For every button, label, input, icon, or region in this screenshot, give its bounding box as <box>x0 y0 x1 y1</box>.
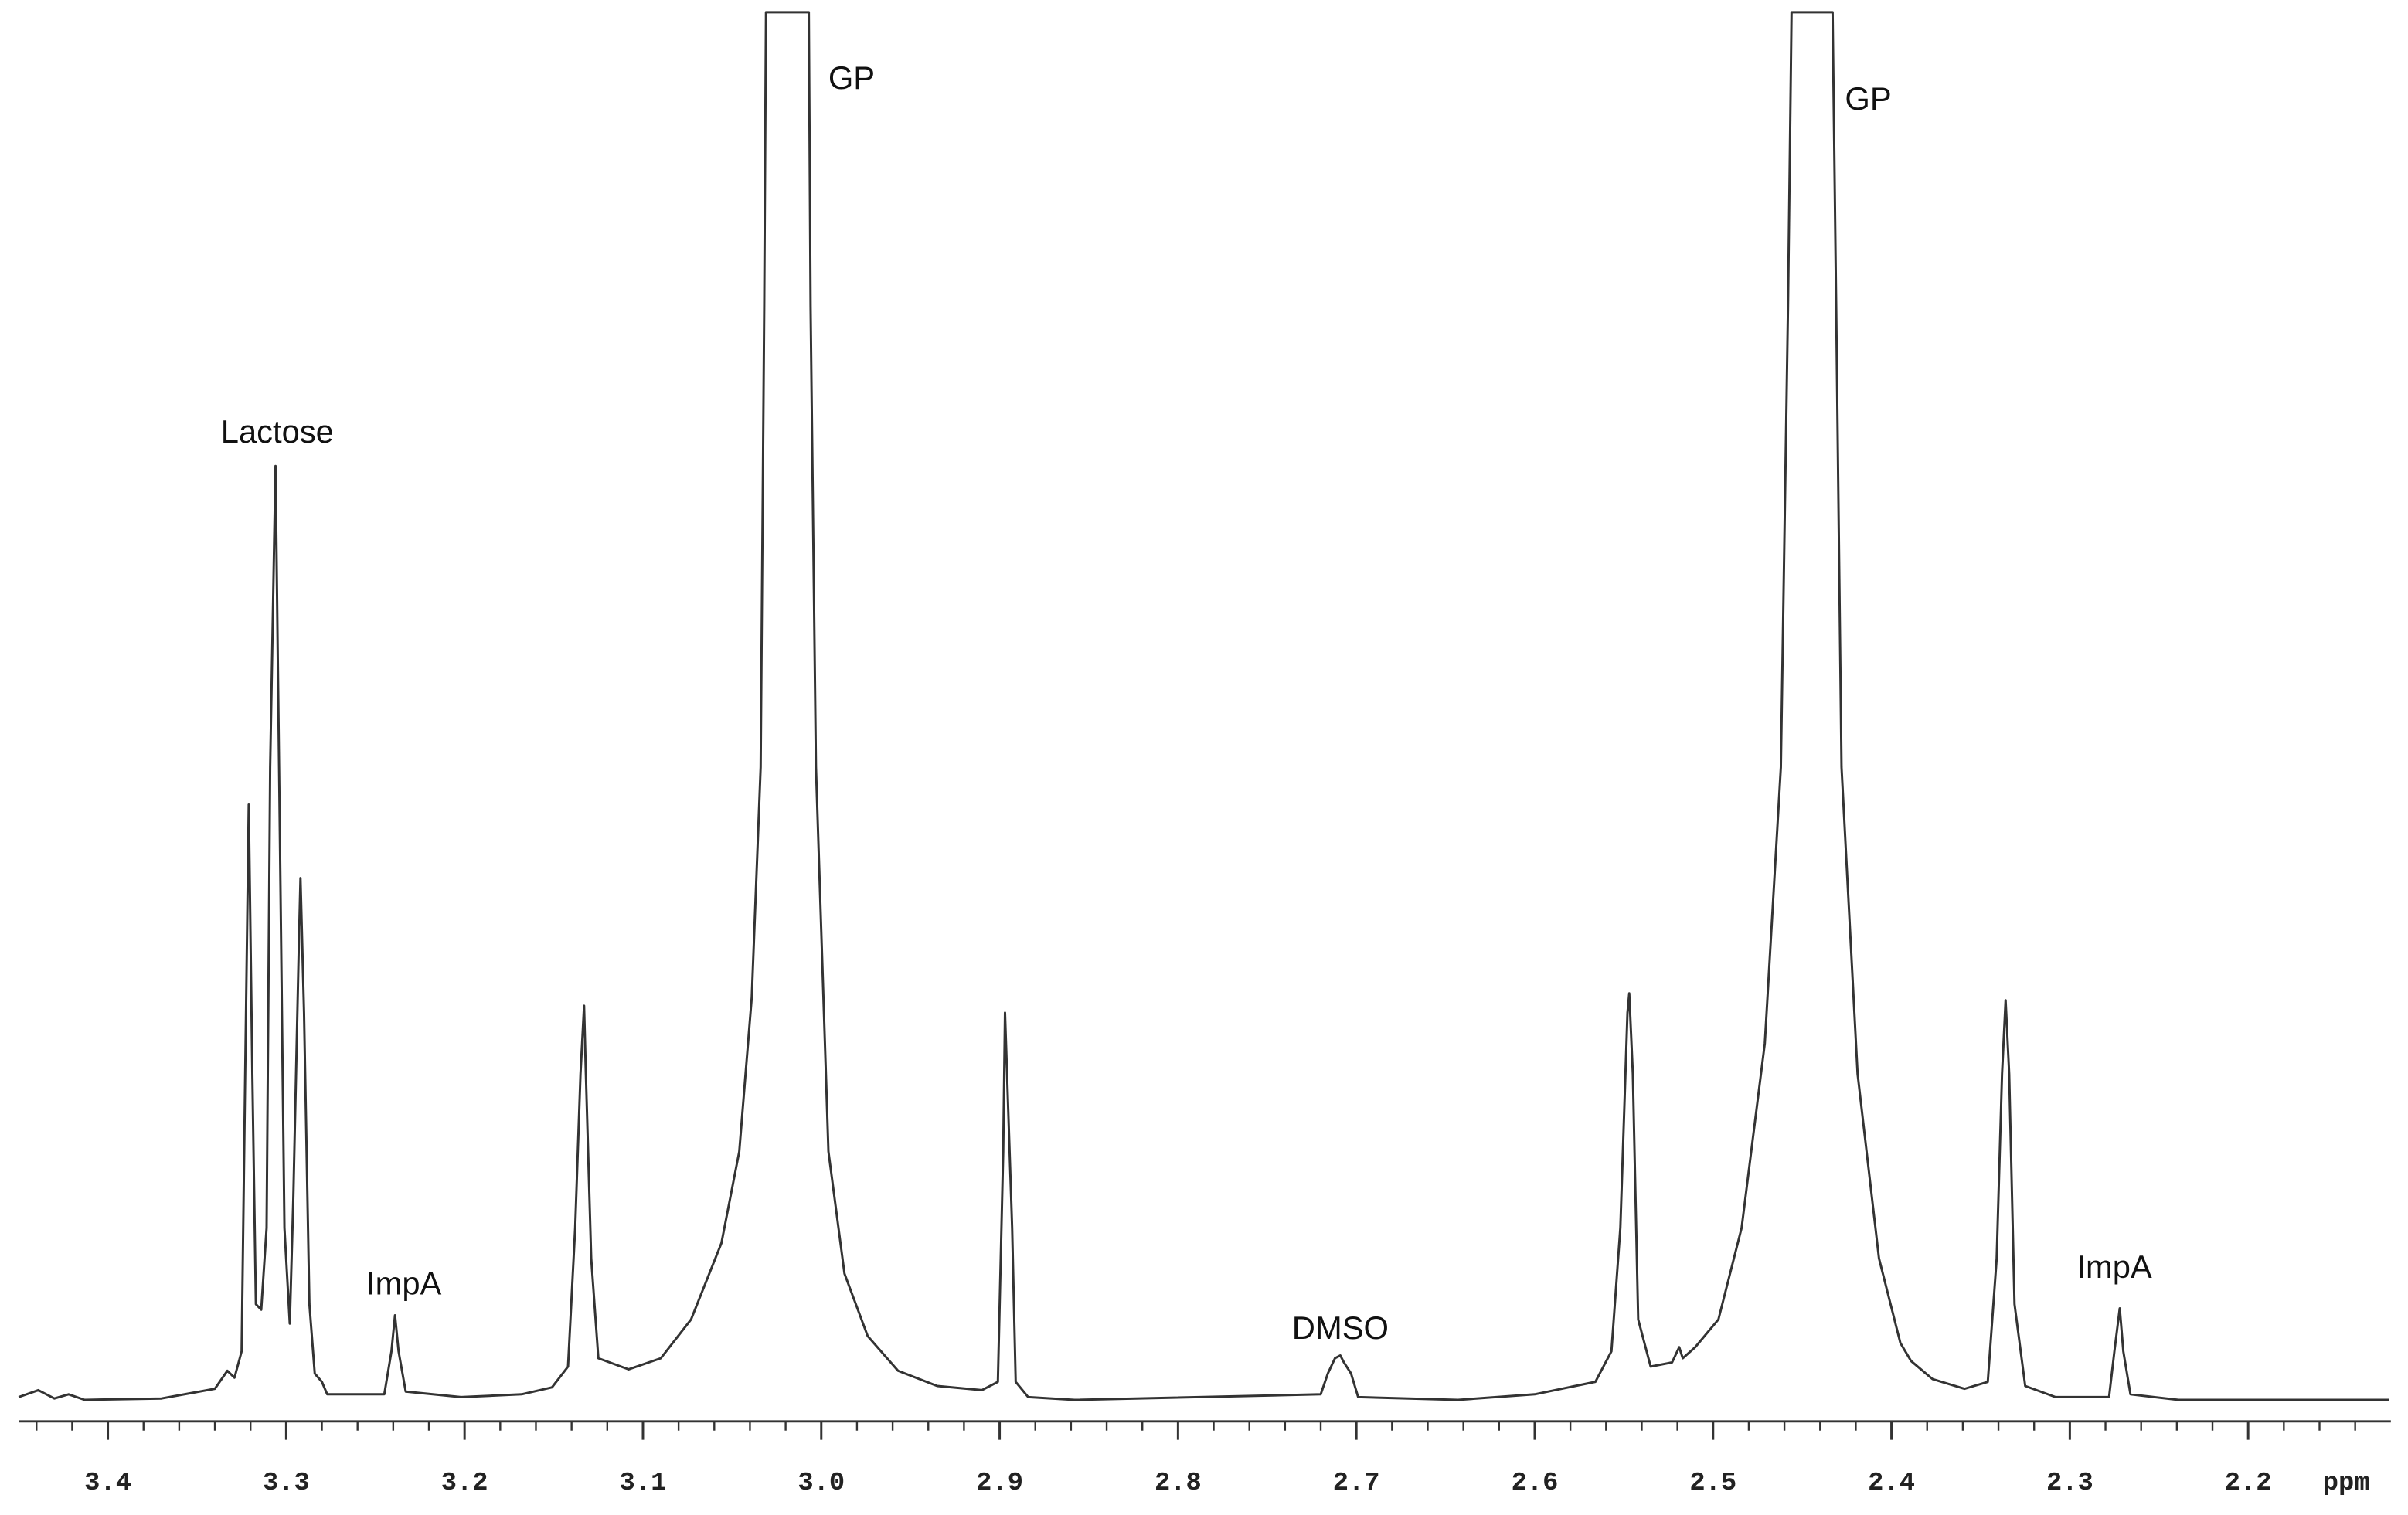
x-tick-label: 2.2 <box>2225 1469 2272 1498</box>
x-tick-label: 2.4 <box>1868 1469 1915 1498</box>
x-tick-label: 2.5 <box>1689 1469 1736 1498</box>
x-tick-label: 2.7 <box>1333 1469 1380 1498</box>
x-tick-label: 3.0 <box>798 1469 845 1498</box>
peak-annotation: Lactose <box>221 413 334 450</box>
x-tick-label: 3.4 <box>84 1469 131 1498</box>
peak-annotation: GP <box>828 59 875 96</box>
peak-annotation: DMSO <box>1292 1309 1389 1346</box>
peak-annotation: GP <box>1845 80 1891 117</box>
x-tick-label: 2.6 <box>1512 1469 1559 1498</box>
peak-annotation: ImpA <box>2076 1248 2152 1285</box>
x-tick-label: 2.8 <box>1155 1469 1202 1498</box>
x-tick-label: 2.9 <box>976 1469 1023 1498</box>
x-tick-label: 3.2 <box>441 1469 488 1498</box>
x-axis-label: ppm <box>2323 1469 2370 1498</box>
x-tick-label: 3.3 <box>263 1469 310 1498</box>
peak-annotation: ImpA <box>366 1265 442 1302</box>
spectrum-line <box>18 11 2389 1401</box>
x-tick-label: 2.3 <box>2046 1469 2093 1498</box>
x-tick-label: 3.1 <box>620 1469 667 1498</box>
